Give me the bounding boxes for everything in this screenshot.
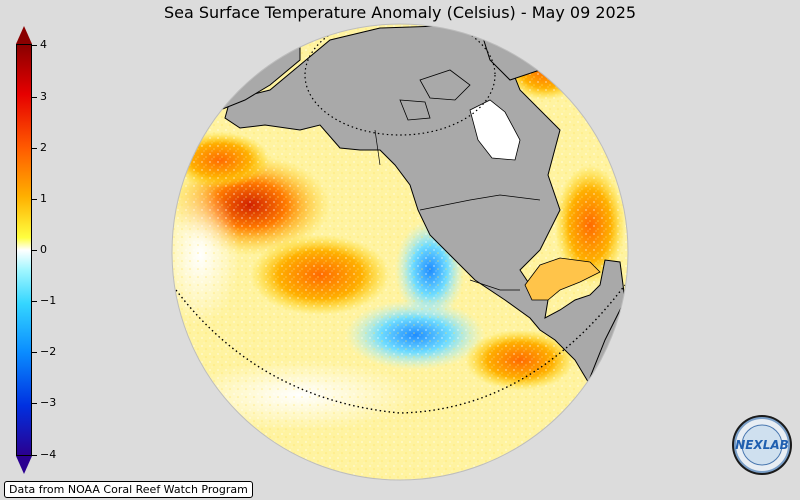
gulf-of-mexico bbox=[524, 257, 601, 301]
colorbar-tick-label: 4 bbox=[40, 38, 47, 51]
colorbar-tick-label: 1 bbox=[40, 192, 47, 205]
colorbar-tick-label: 3 bbox=[40, 90, 47, 103]
hudson-bay bbox=[469, 99, 521, 161]
colorbar-tick bbox=[32, 403, 37, 404]
country-border bbox=[419, 194, 541, 211]
colorbar-tick-label: −4 bbox=[40, 448, 57, 461]
colorbar-tick-label: −1 bbox=[40, 294, 57, 307]
data-credit: Data from NOAA Coral Reef Watch Program bbox=[4, 481, 253, 498]
colorbar-tick bbox=[32, 250, 37, 251]
colorbar-tick bbox=[32, 148, 37, 149]
colorbar-tick bbox=[32, 301, 37, 302]
arctic-island bbox=[399, 99, 431, 121]
colorbar-tick bbox=[32, 352, 37, 353]
colorbar-tick-label: 2 bbox=[40, 141, 47, 154]
globe-outline bbox=[171, 23, 629, 481]
country-border bbox=[374, 129, 381, 166]
colorbar-tick bbox=[32, 455, 37, 456]
arctic-circle bbox=[304, 24, 496, 136]
colorbar-tick-label: −3 bbox=[40, 396, 57, 409]
colorbar-tick-label: −2 bbox=[40, 345, 57, 358]
country-border bbox=[469, 279, 520, 291]
logo-label: NEXLAB bbox=[735, 438, 789, 452]
arctic-island bbox=[419, 69, 471, 101]
colorbar-min-extension bbox=[16, 456, 32, 474]
colorbar-max-extension bbox=[16, 26, 32, 44]
colorbar-tick bbox=[32, 199, 37, 200]
nexlab-logo: NEXLAB bbox=[732, 415, 792, 475]
globe-surface bbox=[172, 24, 628, 480]
map-title: Sea Surface Temperature Anomaly (Celsius… bbox=[163, 3, 637, 22]
colorbar-tick bbox=[32, 45, 37, 46]
colorbar-tick-label: 0 bbox=[40, 243, 47, 256]
colorbar-tick bbox=[32, 97, 37, 98]
colorbar-gradient bbox=[16, 44, 32, 456]
